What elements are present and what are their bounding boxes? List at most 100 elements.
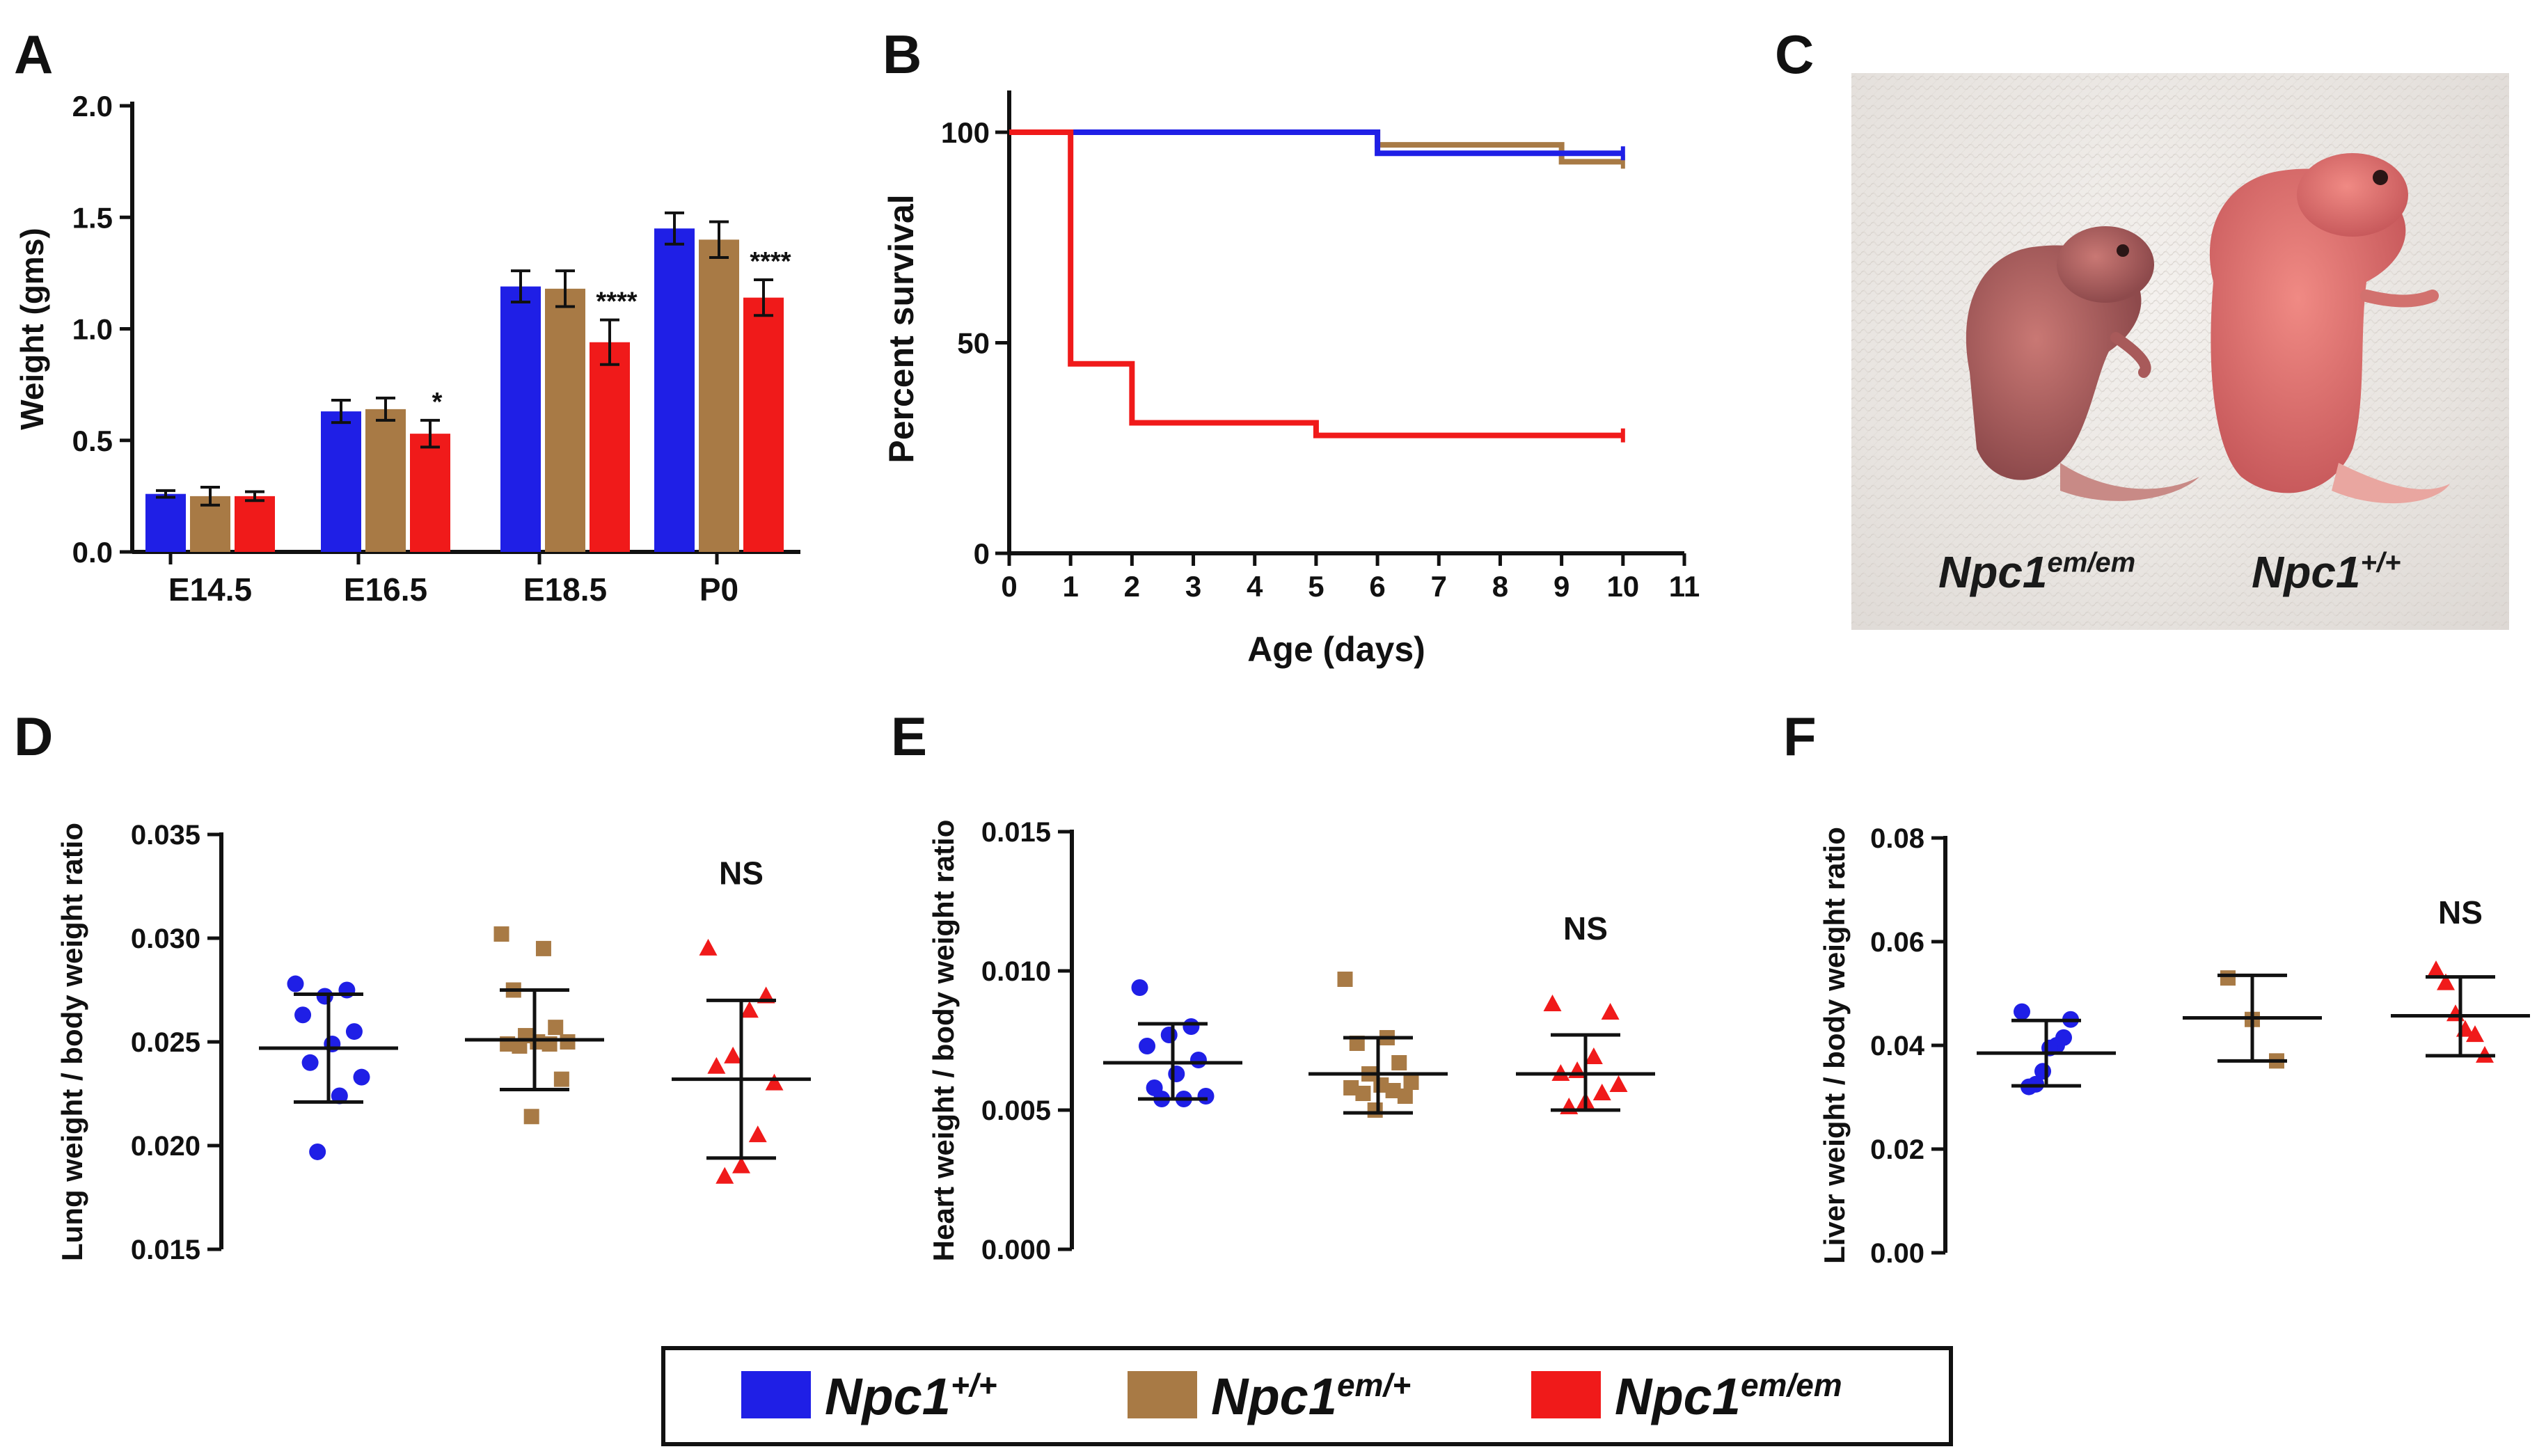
e-data-point [1337,972,1353,987]
a-y-axis-title: Weight (gms) [14,228,50,429]
e-data-point [1160,1027,1178,1043]
d-ytick-label: 0.030 [131,924,200,954]
label-wildtype: Npc1+/+ [2252,547,2401,597]
d-data-point [345,1023,363,1040]
legend-swatch [741,1371,811,1418]
panel-letter-b: B [883,24,922,85]
d-data-point [353,1068,370,1086]
panel-e-scatter: 0.000 0.005 0.010 0.015 NS Heart weight / bod… [927,817,1655,1265]
d-data-point [535,940,551,956]
a-ytick-label: 0.5 [72,425,113,457]
b-survival-line [1009,129,1623,165]
f-data-point [2220,970,2236,986]
d-ytick-label: 0.015 [131,1235,200,1265]
d-data-point [724,1046,743,1063]
e-data-point [1197,1088,1215,1105]
b-xtick-label: 9 [1553,570,1569,603]
e-data-point [1183,1018,1200,1035]
e-data-point [1355,1086,1371,1101]
a-category-label: P0 [699,571,738,608]
e-data-point [1139,1038,1156,1054]
a-significance-mark: **** [750,247,791,276]
e-data-point [1543,995,1562,1011]
f-ytick-label: 0.02 [1870,1134,1924,1165]
f-ns-label: NS [2438,894,2483,931]
legend-label: Npc1em/+ [1211,1367,1411,1425]
b-xtick-label: 0 [1001,570,1017,603]
b-y-axis-title: Percent survival [882,194,921,463]
e-data-point [1584,1047,1603,1064]
d-data-point [548,1020,564,1036]
panel-f-scatter: 0.00 0.02 0.04 0.06 0.08 NS Liver weight / bod… [1818,823,2530,1269]
e-data-point [1131,979,1148,996]
a-bar [743,297,784,552]
pup-mutant [1966,226,2199,501]
f-data-point [2466,1025,2484,1043]
b-ytick-label: 0 [974,537,990,570]
f-data-point [2014,1003,2030,1020]
d-data-point [715,1166,734,1184]
d-data-point [316,988,333,1005]
a-ytick-label: 1.0 [72,313,113,346]
e-ytick-label: 0.005 [981,1095,1051,1126]
f-ytick-label: 0.08 [1870,823,1924,854]
a-bar [321,411,361,552]
a-ytick-label: 2.0 [72,90,113,122]
e-data-point [1189,1052,1207,1068]
panel-letter-f: F [1783,706,1817,767]
e-y-axis-title: Heart weight / body weight ratio [927,820,960,1262]
a-bar [699,239,739,552]
e-ytick-label: 0.000 [981,1235,1051,1265]
d-data-point [287,975,304,992]
d-ytick-label: 0.035 [131,820,200,850]
b-x-axis-title: Age (days) [1247,630,1425,669]
e-data-point [1403,1075,1419,1090]
b-xtick-label: 1 [1063,570,1079,603]
d-data-point [732,1156,750,1173]
e-ytick-label: 0.015 [981,817,1051,848]
a-ytick-label: 0.0 [72,536,113,569]
b-xtick-label: 2 [1124,570,1140,603]
a-bar [410,434,450,552]
b-xtick-label: 5 [1308,570,1324,603]
e-data-point [1391,1055,1407,1070]
d-data-point [309,1143,326,1160]
photo-panel-c: Npc1em/em Npc1+/+ [1851,73,2509,630]
a-bar [235,496,275,552]
d-data-point [560,1034,576,1050]
d-ytick-label: 0.020 [131,1131,200,1162]
d-data-point [707,1057,726,1074]
d-data-point [493,926,509,942]
a-bar [545,288,585,552]
legend-label: Npc1em/em [1615,1367,1842,1425]
a-bar [654,228,695,552]
panel-letter-e: E [891,706,927,767]
b-xtick-label: 3 [1185,570,1201,603]
pup-wildtype [2209,153,2450,504]
b-xtick-label: 8 [1492,570,1508,603]
b-survival-line [1009,129,1623,157]
a-bar [145,493,186,552]
legend: Npc1+/+ Npc1em/+ Npc1em/em [661,1346,1953,1446]
d-data-point [331,1087,348,1105]
panel-letters: A B C D E F [14,24,1817,767]
d-data-point [553,1071,569,1087]
d-data-point [294,1006,312,1024]
a-ytick-label: 1.5 [72,201,113,234]
e-data-point [1168,1066,1185,1082]
f-data-point [2437,973,2455,990]
a-bar [365,409,406,552]
label-mutant: Npc1em/em [1938,547,2136,597]
d-data-point [301,1054,319,1071]
f-data-point [2427,960,2445,977]
panel-letter-a: A [14,24,53,85]
b-ytick-label: 100 [941,116,990,149]
e-ns-label: NS [1563,910,1608,947]
d-data-point [748,1125,767,1143]
legend-swatch [1128,1371,1197,1418]
b-survival-line [1009,129,1623,438]
a-significance-mark: **** [596,287,637,317]
d-data-point [765,1073,784,1091]
d-ytick-label: 0.025 [131,1027,200,1058]
